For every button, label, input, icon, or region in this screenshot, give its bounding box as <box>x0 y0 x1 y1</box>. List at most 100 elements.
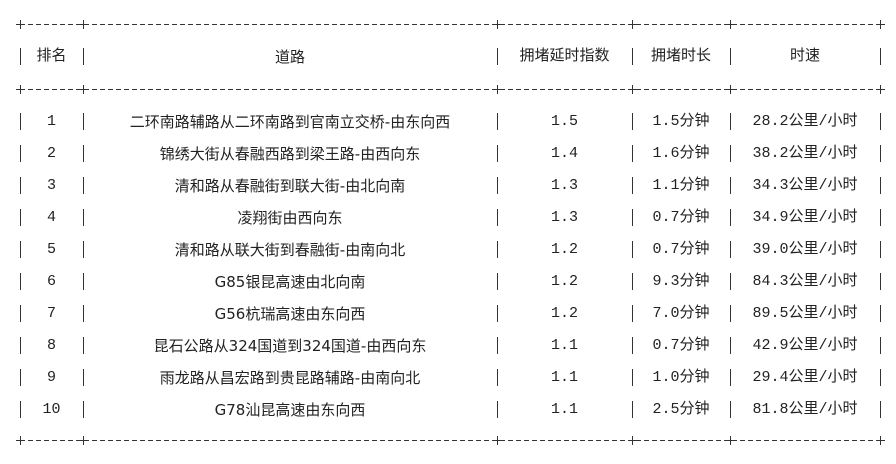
border-corner <box>628 20 637 29</box>
column-separator <box>880 145 881 162</box>
column-separator <box>880 369 881 386</box>
column-separator <box>83 305 84 322</box>
table-border-line <box>20 89 880 90</box>
table-cell: 89.5公里/小时 <box>752 305 858 322</box>
column-separator <box>632 113 633 130</box>
column-separator <box>880 113 881 130</box>
column-separator <box>880 305 881 322</box>
border-corner <box>16 20 25 29</box>
table-row: 7 G56杭瑞高速由东向西 1.2 7.0分钟 89.5公里/小时 <box>0 298 896 330</box>
column-separator <box>83 209 84 226</box>
table-cell: 29.4公里/小时 <box>752 369 858 386</box>
border-corner <box>628 436 637 445</box>
table-cell: 81.8公里/小时 <box>752 401 858 418</box>
table-cell: 1.1 <box>550 401 578 418</box>
table-cell: 8 <box>46 337 56 354</box>
border-corner <box>876 20 885 29</box>
column-separator <box>880 209 881 226</box>
table-cell: 1.1 <box>550 337 578 354</box>
column-separator <box>20 209 21 226</box>
table-row: 9 雨龙路从昌宏路到贵昆路辅路-由南向北 1.1 1.0分钟 29.4公里/小时 <box>0 362 896 394</box>
column-separator <box>632 401 633 418</box>
table-cell: 6 <box>46 273 56 290</box>
table-cell: 0.7分钟 <box>652 209 710 226</box>
column-separator <box>730 145 731 162</box>
table-cell: G78汕昆高速由东向西 <box>214 401 366 419</box>
column-separator <box>20 145 21 162</box>
table-row: 4 凌翔街由西向东 1.3 0.7分钟 34.9公里/小时 <box>0 202 896 234</box>
column-separator <box>880 273 881 290</box>
border-corner <box>726 436 735 445</box>
table-cell: 5 <box>46 241 56 258</box>
border-corner <box>726 20 735 29</box>
column-separator <box>20 48 21 65</box>
table-cell: 二环南路辅路从二环南路到官南立交桥-由东向西 <box>129 113 451 131</box>
column-separator <box>497 209 498 226</box>
column-separator <box>730 401 731 418</box>
table-cell: 34.9公里/小时 <box>752 209 858 226</box>
table-row: 8 昆石公路从324国道到324国道-由西向东 1.1 0.7分钟 42.9公里/小时 <box>0 330 896 362</box>
table-cell: 1.4 <box>550 145 578 162</box>
column-separator <box>730 241 731 258</box>
column-separator <box>880 401 881 418</box>
column-separator <box>497 369 498 386</box>
table-cell: 1.5分钟 <box>652 113 710 130</box>
column-separator <box>730 305 731 322</box>
column-separator <box>632 177 633 194</box>
column-separator <box>20 273 21 290</box>
table-cell: 1.6分钟 <box>652 145 710 162</box>
column-separator <box>497 48 498 65</box>
table-row: 6 G85银昆高速由北向南 1.2 9.3分钟 84.3公里/小时 <box>0 266 896 298</box>
table-cell: 雨龙路从昌宏路到贵昆路辅路-由南向北 <box>159 369 421 387</box>
column-separator <box>20 241 21 258</box>
table-cell: 1.2 <box>550 305 578 322</box>
table-cell: G56杭瑞高速由东向西 <box>214 305 366 323</box>
table-row: 3 清和路从春融街到联大街-由北向南 1.3 1.1分钟 34.3公里/小时 <box>0 170 896 202</box>
column-separator <box>83 48 84 65</box>
border-corner <box>628 85 637 94</box>
column-separator <box>83 401 84 418</box>
border-corner <box>493 20 502 29</box>
table-cell: 7.0分钟 <box>652 305 710 322</box>
table-cell: 1.3 <box>550 209 578 226</box>
table-cell: 1.1 <box>550 369 578 386</box>
column-separator <box>632 305 633 322</box>
table-cell: 2 <box>46 145 56 162</box>
column-separator <box>730 369 731 386</box>
column-separator <box>83 113 84 130</box>
table-cell: 0.7分钟 <box>652 337 710 354</box>
table-cell: 4 <box>46 209 56 226</box>
column-separator <box>880 177 881 194</box>
column-separator <box>83 145 84 162</box>
table-row: 5 清和路从联大街到春融街-由南向北 1.2 0.7分钟 39.0公里/小时 <box>0 234 896 266</box>
table-row: 10 G78汕昆高速由东向西 1.1 2.5分钟 81.8公里/小时 <box>0 394 896 426</box>
column-separator <box>880 48 881 65</box>
table-row: 2 锦绣大街从春融西路到梁王路-由西向东 1.4 1.6分钟 38.2公里/小时 <box>0 138 896 170</box>
table-cell: 1 <box>46 113 56 130</box>
table-cell: 1.5 <box>550 113 578 130</box>
column-separator <box>632 241 633 258</box>
column-separator <box>730 273 731 290</box>
column-separator <box>632 145 633 162</box>
column-separator <box>730 337 731 354</box>
table-cell: 9.3分钟 <box>652 273 710 290</box>
table-cell: 2.5分钟 <box>652 401 710 418</box>
table-cell: 7 <box>46 305 56 322</box>
table-cell: 1.2 <box>550 241 578 258</box>
table-cell: 42.9公里/小时 <box>752 337 858 354</box>
border-corner <box>726 85 735 94</box>
column-separator <box>730 209 731 226</box>
table-cell: 38.2公里/小时 <box>752 145 858 162</box>
table-cell: 9 <box>46 369 56 386</box>
table-cell: 凌翔街由西向东 <box>237 209 343 227</box>
column-separator <box>632 369 633 386</box>
border-corner <box>493 85 502 94</box>
column-separator <box>632 273 633 290</box>
column-separator <box>730 113 731 130</box>
table-cell: 39.0公里/小时 <box>752 241 858 258</box>
column-separator <box>83 337 84 354</box>
column-header: 拥堵延时指数 <box>519 48 610 65</box>
border-corner <box>79 85 88 94</box>
table-cell: 1.3 <box>550 177 578 194</box>
column-separator <box>730 48 731 65</box>
